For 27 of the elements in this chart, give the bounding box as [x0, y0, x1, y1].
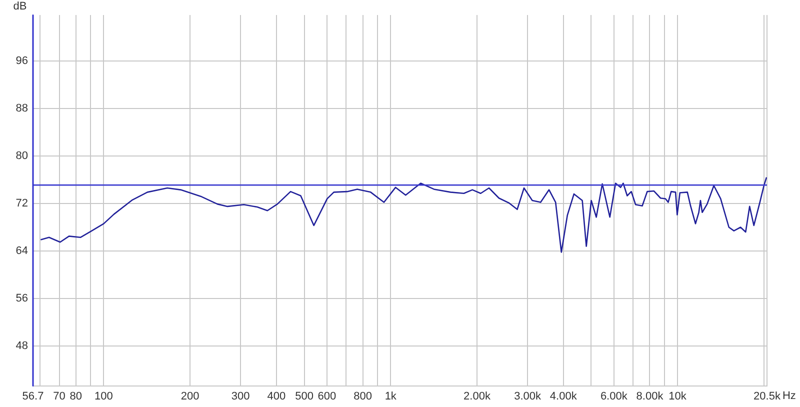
y-axis-title: dB	[13, 0, 27, 13]
x-tick-label: 600	[318, 390, 336, 403]
x-tick-label: 3.00k	[514, 390, 542, 403]
x-tick-label: 70	[53, 390, 66, 403]
x-tick-label: 500	[295, 390, 314, 403]
y-tick-label: 80	[16, 150, 28, 162]
x-tick-label: 400	[267, 390, 286, 403]
y-tick-label: 48	[16, 340, 28, 352]
x-tick-label: 300	[231, 390, 250, 403]
y-tick-label: 56	[16, 292, 28, 305]
x-tick-label: 8.00k	[636, 390, 664, 403]
x-tick-label: 56.7	[22, 390, 44, 403]
x-axis-title: Hz	[782, 390, 796, 402]
x-tick-label: 800	[354, 390, 372, 403]
y-tick-label: 96	[16, 54, 28, 67]
x-tick-label: 100	[94, 390, 113, 403]
x-tick-label: 80	[70, 390, 82, 403]
y-tick-label: 64	[16, 245, 28, 258]
x-tick-label: 20.5k	[754, 390, 781, 403]
x-tick-label: 4.00k	[550, 390, 578, 403]
x-tick-label: 2.00k	[464, 390, 491, 403]
y-tick-label: 88	[16, 102, 28, 114]
x-tick-label: 200	[180, 390, 200, 403]
x-tick-label: 10k	[668, 390, 687, 403]
y-tick-label: 72	[16, 198, 28, 210]
x-tick-label: 6.00k	[600, 390, 628, 403]
x-tick-label: 1k	[384, 390, 397, 403]
